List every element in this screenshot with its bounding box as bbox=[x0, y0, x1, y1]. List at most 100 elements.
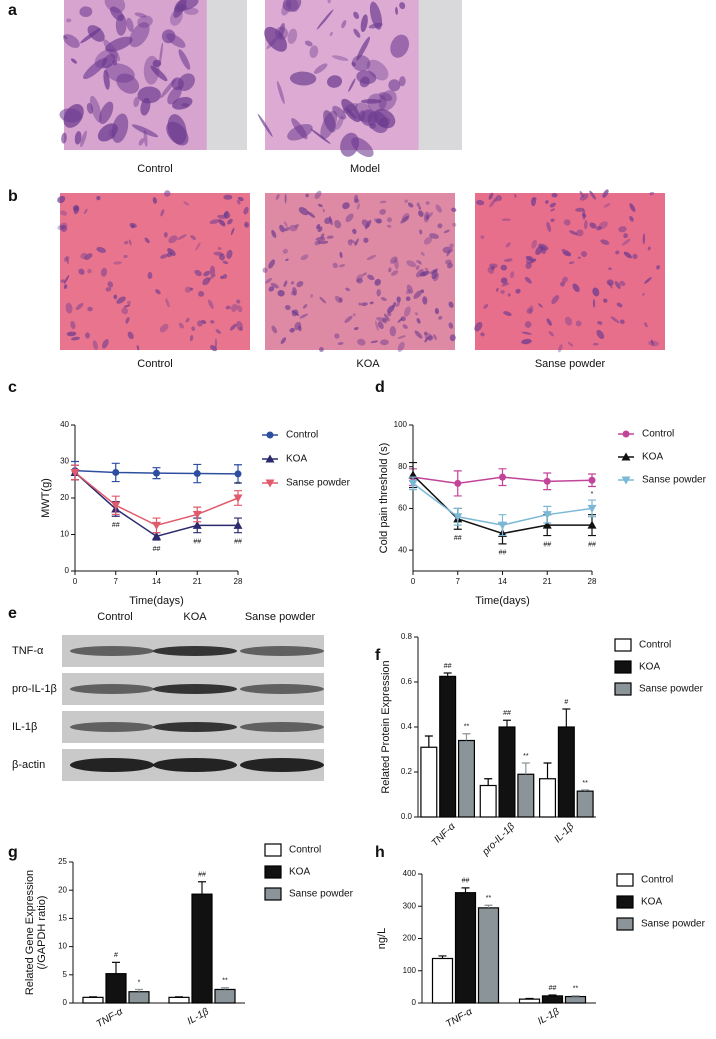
significance-label: ## bbox=[543, 541, 551, 548]
significance-label: ** bbox=[573, 986, 579, 993]
cell bbox=[127, 331, 134, 340]
cell bbox=[399, 76, 406, 87]
significance-label: ** bbox=[486, 895, 492, 902]
cell bbox=[615, 250, 620, 255]
cell bbox=[283, 221, 288, 228]
cell bbox=[223, 211, 231, 219]
cell bbox=[184, 286, 192, 293]
y-tick-label: 10 bbox=[60, 530, 69, 539]
cell bbox=[548, 331, 554, 337]
cell bbox=[80, 130, 87, 148]
bar bbox=[105, 973, 127, 1004]
cell bbox=[129, 22, 150, 48]
cell bbox=[352, 228, 357, 235]
cell bbox=[173, 0, 187, 18]
cell bbox=[395, 301, 401, 307]
cell bbox=[316, 9, 334, 30]
cell bbox=[345, 213, 354, 223]
cell bbox=[431, 269, 438, 280]
cell bbox=[89, 95, 102, 123]
legend-label: Control bbox=[642, 429, 674, 440]
cell bbox=[243, 206, 249, 215]
data-point bbox=[152, 531, 161, 540]
cell bbox=[283, 227, 290, 232]
row-label: IL-1β bbox=[12, 721, 37, 733]
cell bbox=[210, 320, 215, 324]
cell bbox=[521, 338, 532, 345]
cell bbox=[66, 331, 77, 337]
cell bbox=[345, 287, 350, 292]
legend-swatch bbox=[614, 638, 632, 652]
cell bbox=[125, 316, 130, 324]
bar bbox=[564, 995, 587, 1004]
y-tick-label: 0.6 bbox=[401, 677, 413, 686]
x-tick-label: 21 bbox=[193, 577, 202, 586]
cell bbox=[102, 339, 109, 349]
cell bbox=[650, 339, 654, 346]
cell bbox=[116, 73, 140, 94]
cell bbox=[335, 115, 344, 130]
cell bbox=[338, 263, 346, 268]
cell bbox=[257, 113, 273, 137]
cell bbox=[387, 312, 392, 317]
cell bbox=[219, 253, 225, 261]
cell bbox=[525, 262, 532, 270]
cell bbox=[531, 239, 537, 249]
panel-label: a bbox=[8, 2, 17, 19]
cell bbox=[227, 218, 233, 225]
cell bbox=[276, 81, 285, 104]
significance-label: ** bbox=[235, 482, 241, 489]
cell bbox=[231, 303, 238, 312]
cell bbox=[451, 207, 457, 213]
histology-image bbox=[475, 193, 665, 350]
cell bbox=[435, 204, 442, 213]
x-tick-label: 21 bbox=[543, 577, 552, 586]
cell bbox=[480, 332, 485, 337]
cell bbox=[59, 222, 68, 229]
cell bbox=[220, 275, 224, 280]
legend-label: Sanse powder bbox=[642, 475, 707, 486]
cell bbox=[642, 233, 646, 245]
cell bbox=[160, 209, 165, 217]
cell bbox=[339, 251, 343, 259]
cell bbox=[525, 257, 533, 265]
cell bbox=[374, 278, 381, 286]
cell bbox=[382, 317, 388, 324]
cell bbox=[589, 190, 597, 200]
cell bbox=[369, 301, 374, 305]
cell bbox=[526, 308, 533, 314]
image-caption: Sanse powder bbox=[535, 358, 606, 370]
significance-label: # bbox=[564, 699, 568, 706]
cell bbox=[362, 272, 367, 276]
cell bbox=[397, 341, 405, 352]
significance-label: ## bbox=[499, 550, 507, 557]
cell bbox=[111, 113, 129, 143]
legend-marker bbox=[265, 479, 275, 488]
cell bbox=[413, 290, 423, 299]
cell bbox=[432, 334, 437, 340]
cell bbox=[121, 307, 128, 315]
cell bbox=[126, 17, 134, 32]
cell bbox=[448, 301, 454, 308]
cell bbox=[189, 287, 194, 291]
cell bbox=[75, 303, 84, 311]
error-bar bbox=[135, 988, 143, 992]
y-tick-label: 100 bbox=[403, 966, 417, 975]
cell bbox=[70, 336, 81, 341]
cell bbox=[575, 229, 584, 237]
cell bbox=[63, 284, 68, 290]
cell bbox=[337, 342, 344, 346]
cell bbox=[116, 296, 126, 304]
error-bar bbox=[484, 778, 493, 786]
panel-label: g bbox=[8, 844, 18, 861]
cell bbox=[127, 300, 131, 305]
cell bbox=[63, 104, 84, 128]
significance-label: * bbox=[591, 491, 594, 498]
cell bbox=[369, 1, 383, 30]
cell bbox=[113, 261, 122, 265]
legend-swatch bbox=[616, 873, 634, 887]
cell bbox=[582, 209, 586, 220]
bar bbox=[477, 907, 500, 1004]
data-point bbox=[233, 520, 243, 529]
data-point bbox=[587, 504, 597, 513]
